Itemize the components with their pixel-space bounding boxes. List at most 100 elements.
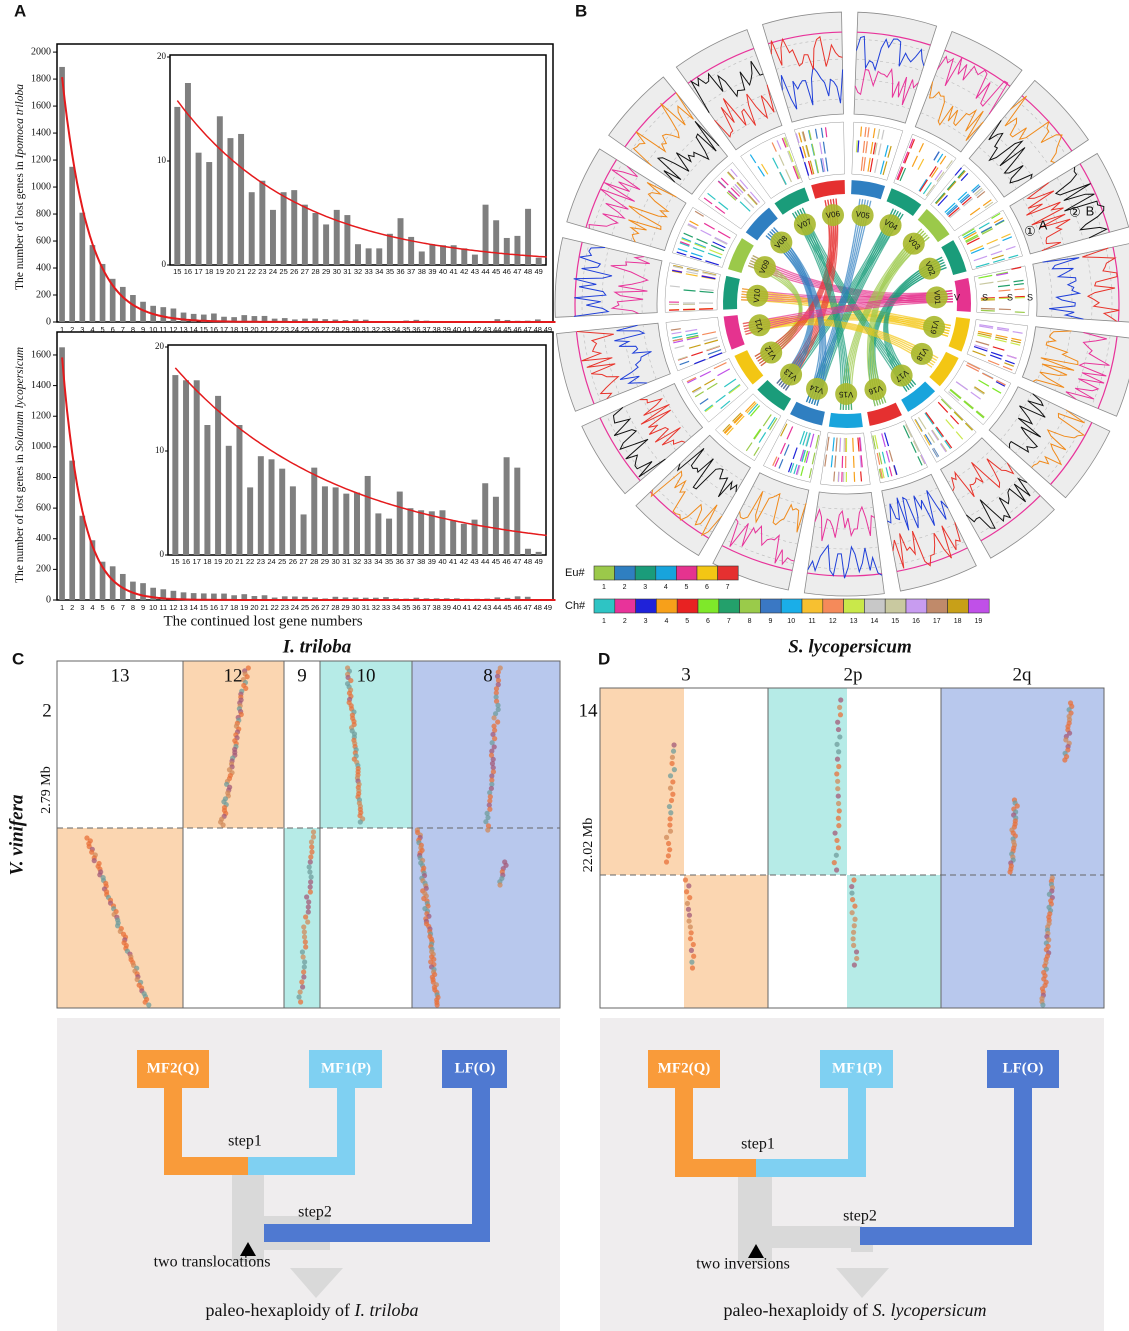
bar [231, 595, 237, 600]
y-tick-label: 20 [157, 51, 167, 61]
track-line [780, 65, 844, 110]
gene-tick [672, 338, 683, 342]
bar [302, 596, 308, 600]
track-line [1050, 422, 1093, 485]
gene-tick [671, 331, 682, 335]
synteny-dot [835, 815, 842, 821]
legend-swatch [676, 565, 698, 581]
synteny-dot [849, 890, 855, 896]
track-sector [554, 237, 663, 318]
y-tick-label: 200 [36, 289, 51, 300]
gene-tick [893, 465, 898, 476]
gene-tick [993, 217, 1004, 224]
gene-tick [933, 151, 940, 161]
track-sector [939, 437, 1055, 559]
legend-swatch [676, 598, 699, 614]
synteny-dot [491, 744, 497, 750]
gene-tick [945, 419, 955, 430]
legend-label: 15 [891, 618, 899, 625]
gene-tick [745, 401, 756, 413]
synteny-dot [493, 694, 499, 700]
synteny-dot [835, 726, 842, 733]
gene-tick [686, 271, 699, 275]
x-tick-label: 27 [321, 603, 329, 612]
y-tick-label: 1600 [31, 349, 51, 360]
gene-tick [783, 444, 790, 456]
track-grid [660, 389, 692, 438]
synteny-dot [667, 822, 673, 828]
synteny-dot [667, 816, 673, 822]
bar [302, 318, 308, 322]
gene-tick [997, 284, 1010, 288]
x-tick-label: 23 [281, 603, 289, 612]
gene-tick [965, 422, 974, 431]
bar [514, 235, 521, 265]
gene-tick [1005, 359, 1015, 365]
x-tick-label: 7 [121, 603, 125, 612]
track-grid [621, 252, 629, 315]
bar [332, 487, 339, 555]
gene-tick [992, 346, 1005, 351]
synteny-dot [434, 1002, 440, 1008]
gene-tick [696, 238, 708, 245]
bar [130, 581, 136, 600]
gene-tick [735, 415, 745, 426]
bar [418, 510, 425, 555]
x-tick-label: 42 [473, 325, 481, 334]
x-tick-label: 19 [240, 325, 248, 334]
gene-tick [814, 159, 820, 174]
bar [494, 597, 501, 600]
x-tick-label: 9 [141, 603, 145, 612]
track-grid [606, 414, 646, 477]
track-line [610, 256, 650, 314]
x-tick-label: 30 [351, 325, 359, 334]
bar [450, 520, 457, 555]
fit-curve [61, 76, 556, 323]
gene-tick [919, 454, 926, 465]
bar [312, 213, 319, 265]
bar [354, 492, 360, 555]
gene-tick [690, 252, 703, 258]
gene-tick [785, 169, 792, 183]
bar [183, 380, 190, 555]
gene-tick [834, 455, 837, 468]
gene-tick [957, 169, 965, 179]
x-tick-label: 18 [230, 603, 238, 612]
synteny-dot [492, 727, 498, 733]
chromosome-node [793, 213, 816, 236]
bar [503, 457, 510, 555]
link [745, 301, 953, 336]
synteny-dot [491, 715, 497, 721]
gene-tick [910, 139, 916, 149]
gene-tick [953, 411, 964, 421]
chromosome-node [879, 214, 902, 237]
node-box [309, 1050, 382, 1088]
bar [170, 590, 177, 600]
bar [269, 209, 276, 265]
y-tick-label: 0 [160, 549, 165, 559]
gene-tick [963, 198, 973, 207]
bar [376, 248, 383, 265]
synteny-dot [484, 810, 490, 816]
x-tick-label: 37 [422, 325, 430, 334]
x-tick-label: 41 [463, 325, 471, 334]
panel-label: A [14, 1, 26, 20]
bar [238, 133, 245, 265]
branch [248, 1088, 355, 1175]
gene-tick [925, 411, 935, 425]
chromosome-node [805, 377, 828, 400]
bar [460, 523, 467, 555]
synteny-dot [837, 712, 844, 718]
bar [440, 245, 447, 265]
synteny-dot [665, 840, 672, 847]
gene-tick [917, 456, 923, 466]
gene-tick [971, 184, 980, 192]
bar [59, 66, 65, 323]
gene-tick [852, 455, 855, 468]
gene-tick [819, 142, 823, 155]
synteny-dot [303, 914, 309, 920]
y-tick-label: 600 [36, 502, 51, 513]
bar [373, 597, 379, 600]
synteny-dot [834, 771, 840, 777]
